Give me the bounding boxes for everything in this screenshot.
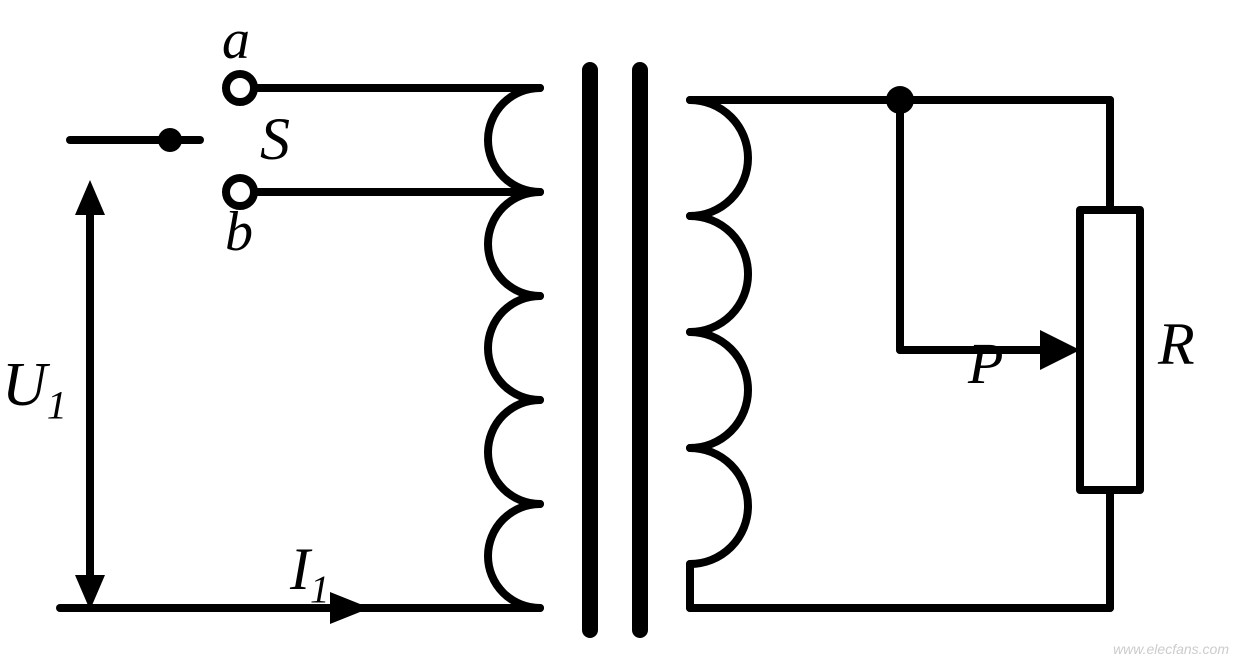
wiper-arrow xyxy=(1040,330,1080,370)
label-resistor: R xyxy=(1158,310,1195,379)
secondary-coil xyxy=(690,100,748,564)
primary-coil xyxy=(488,88,540,608)
label-a: a xyxy=(222,8,250,72)
current-arrow xyxy=(330,592,370,624)
voltage-arrow xyxy=(75,180,105,610)
circuit-diagram xyxy=(0,0,1249,667)
label-switch: S xyxy=(260,105,290,174)
terminal-a-node xyxy=(226,74,254,102)
label-wiper: P xyxy=(968,330,1003,397)
label-voltage: U1 xyxy=(2,350,67,428)
watermark-text: www.elecfans.com xyxy=(1113,641,1229,657)
label-b: b xyxy=(225,200,253,264)
label-current: I1 xyxy=(290,535,329,612)
switch-pivot xyxy=(158,128,182,152)
resistor-body xyxy=(1080,210,1140,490)
